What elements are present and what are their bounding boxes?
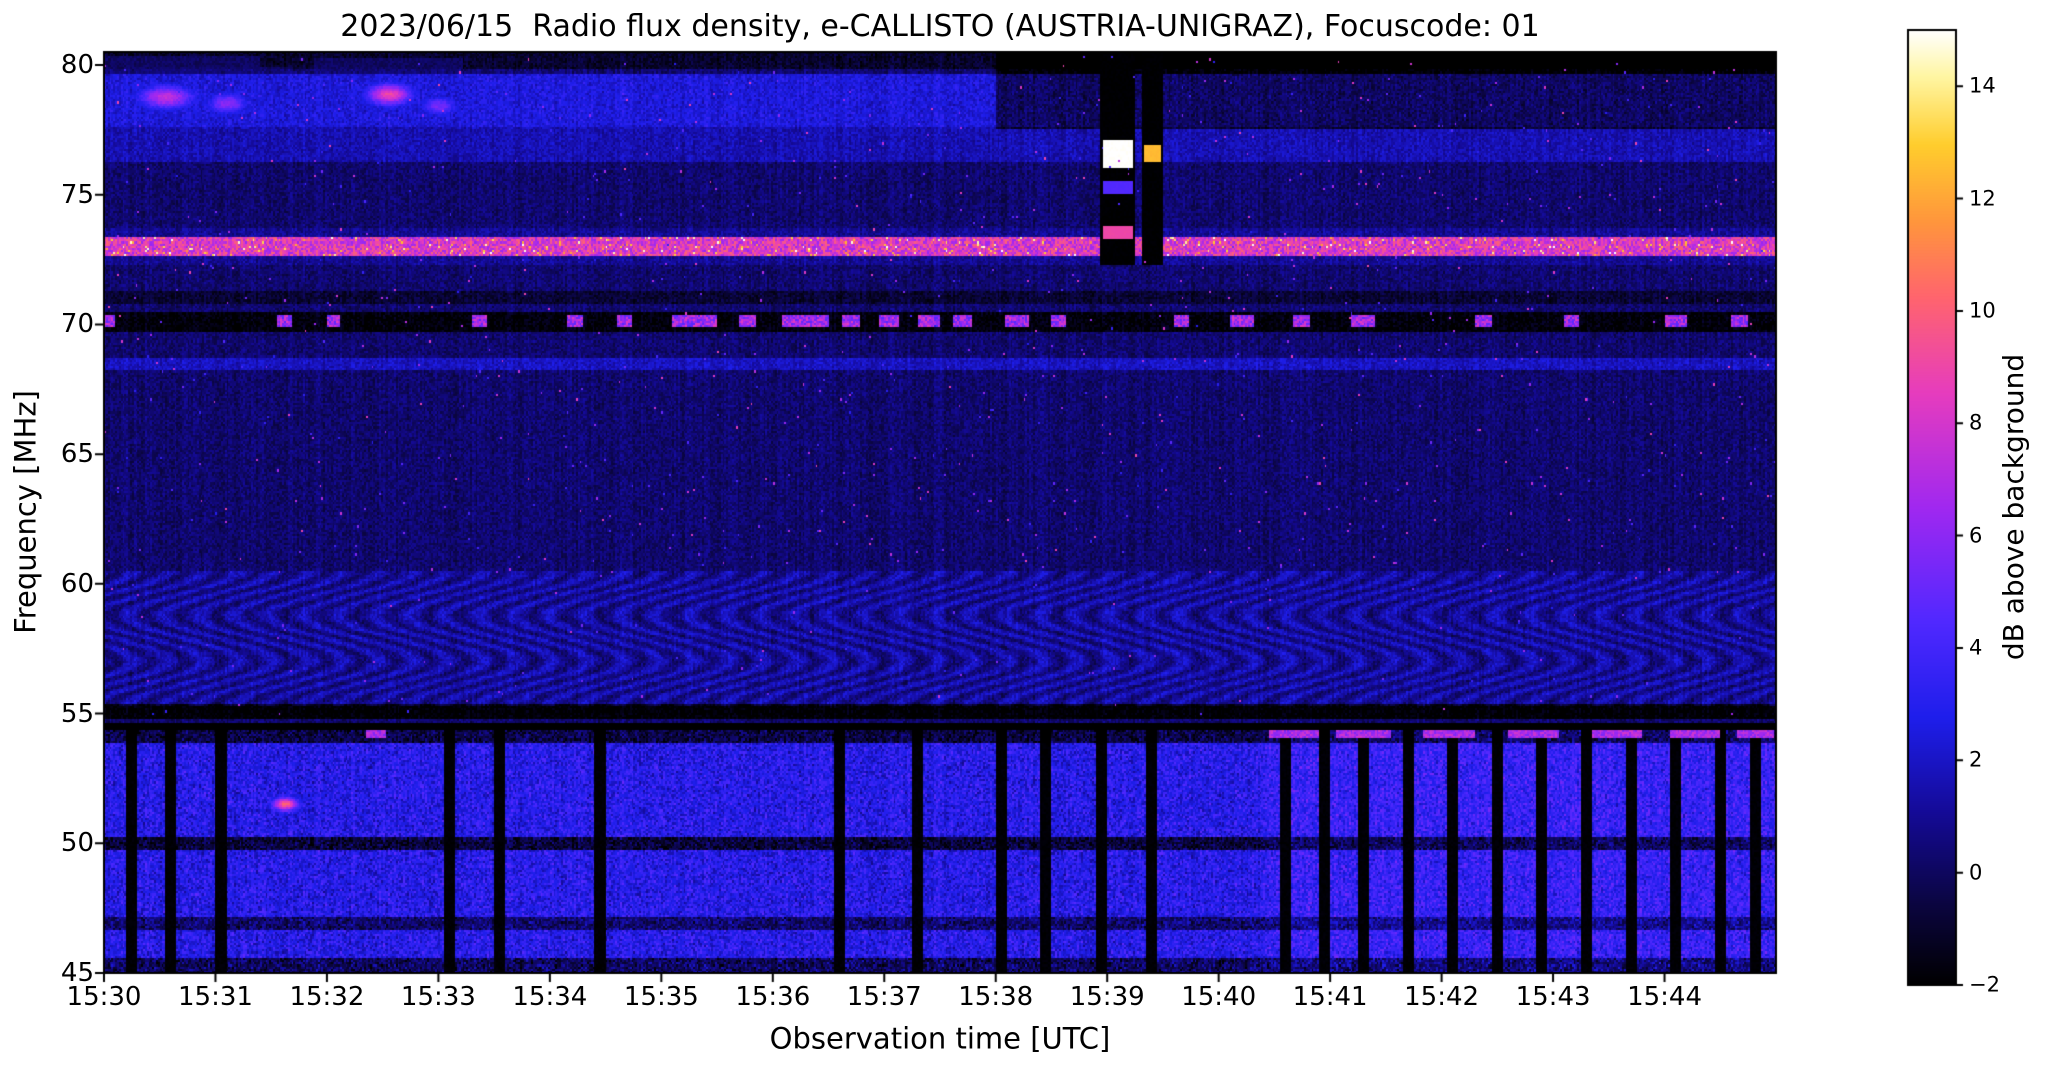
colorbar: [1908, 30, 1956, 985]
x-tick-label-15-33: 15:33: [400, 982, 476, 1012]
x-tick-label-15-34: 15:34: [512, 982, 588, 1012]
x-tick-label-15-37: 15:37: [846, 982, 922, 1012]
x-tick-label-15-30: 15:30: [66, 982, 142, 1012]
y-axis-label: Frequency [MHz]: [8, 390, 43, 634]
x-tick-label-15-40: 15:40: [1181, 982, 1257, 1012]
y-tick-label-45: 45: [60, 958, 94, 988]
colorbar-tick-label-4: 4: [1969, 635, 1983, 660]
x-axis-label: Observation time [UTC]: [769, 1021, 1111, 1056]
y-tick-label-75: 75: [60, 179, 94, 210]
colorbar-tick-label-10: 10: [1969, 298, 1996, 323]
x-tick-label-15-43: 15:43: [1515, 982, 1591, 1012]
colorbar-tick-label-12: 12: [1969, 186, 1996, 211]
x-tick-label-15-38: 15:38: [958, 982, 1034, 1012]
colorbar-tick-label-8: 8: [1969, 410, 1983, 435]
x-tick-label-15-35: 15:35: [623, 982, 699, 1012]
x-tick-label-15-31: 15:31: [177, 982, 253, 1012]
x-tick-label-15-42: 15:42: [1404, 982, 1480, 1012]
colorbar-tick-label-6: 6: [1969, 523, 1983, 548]
y-tick-label-55: 55: [60, 698, 94, 729]
y-tick-label-65: 65: [60, 439, 94, 470]
y-tick-label-80: 80: [60, 49, 94, 80]
x-tick-label-15-32: 15:32: [289, 982, 365, 1012]
colorbar-tick-label--2: −2: [1969, 972, 2000, 997]
colorbar-tick-label-14: 14: [1969, 73, 1996, 98]
colorbar-tick-label-0: 0: [1969, 860, 1983, 885]
colorbar-label: dB above background: [1997, 353, 2030, 661]
x-tick-label-15-41: 15:41: [1292, 982, 1368, 1012]
x-tick-label-15-39: 15:39: [1069, 982, 1145, 1012]
y-tick-label-50: 50: [60, 828, 94, 859]
chart-title: 2023/06/15 Radio flux density, e-CALLIST…: [340, 9, 1540, 44]
x-tick-label-15-44: 15:44: [1627, 982, 1702, 1012]
y-tick-label-60: 60: [60, 568, 94, 599]
y-tick-label-70: 70: [60, 309, 94, 340]
colorbar-tick-label-2: 2: [1969, 747, 1983, 772]
x-tick-label-15-36: 15:36: [735, 982, 811, 1012]
plot-area: [104, 52, 1776, 973]
